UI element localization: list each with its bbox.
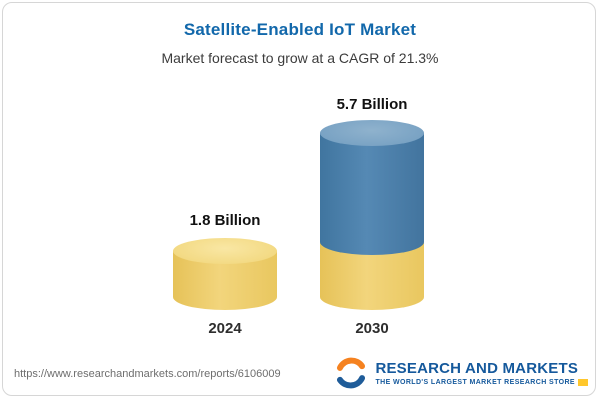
chart-title: Satellite-Enabled IoT Market — [183, 20, 417, 39]
axis-label-2030: 2030 — [355, 320, 389, 337]
value-label-2030: 5.7 Billion — [336, 96, 408, 113]
report-url: https://www.researchandmarkets.com/repor… — [14, 368, 281, 380]
bar-2024-cylinder — [173, 238, 277, 310]
researchandmarkets-globe-icon — [337, 357, 366, 389]
logo-gold-accent — [578, 379, 588, 386]
axis-label-2024: 2024 — [208, 320, 242, 337]
bar-2024-cap — [173, 238, 277, 264]
value-label-2024: 1.8 Billion — [189, 212, 261, 229]
chart-subtitle: Market forecast to grow at a CAGR of 21.… — [161, 50, 439, 66]
logo-tagline-row: THE WORLD'S LARGEST MARKET RESEARCH STOR… — [375, 379, 588, 386]
researchandmarkets-logo: RESEARCH AND MARKETS THE WORLD'S LARGEST… — [333, 356, 588, 390]
logo-tagline: THE WORLD'S LARGEST MARKET RESEARCH STOR… — [375, 379, 575, 386]
bar-2030-cap — [320, 120, 424, 146]
bar-2030-cylinder — [320, 120, 424, 310]
bar-2030-growth-segment — [320, 133, 424, 255]
logo-name: RESEARCH AND MARKETS — [375, 360, 579, 377]
logo-text-block: RESEARCH AND MARKETS THE WORLD'S LARGEST… — [375, 360, 588, 386]
